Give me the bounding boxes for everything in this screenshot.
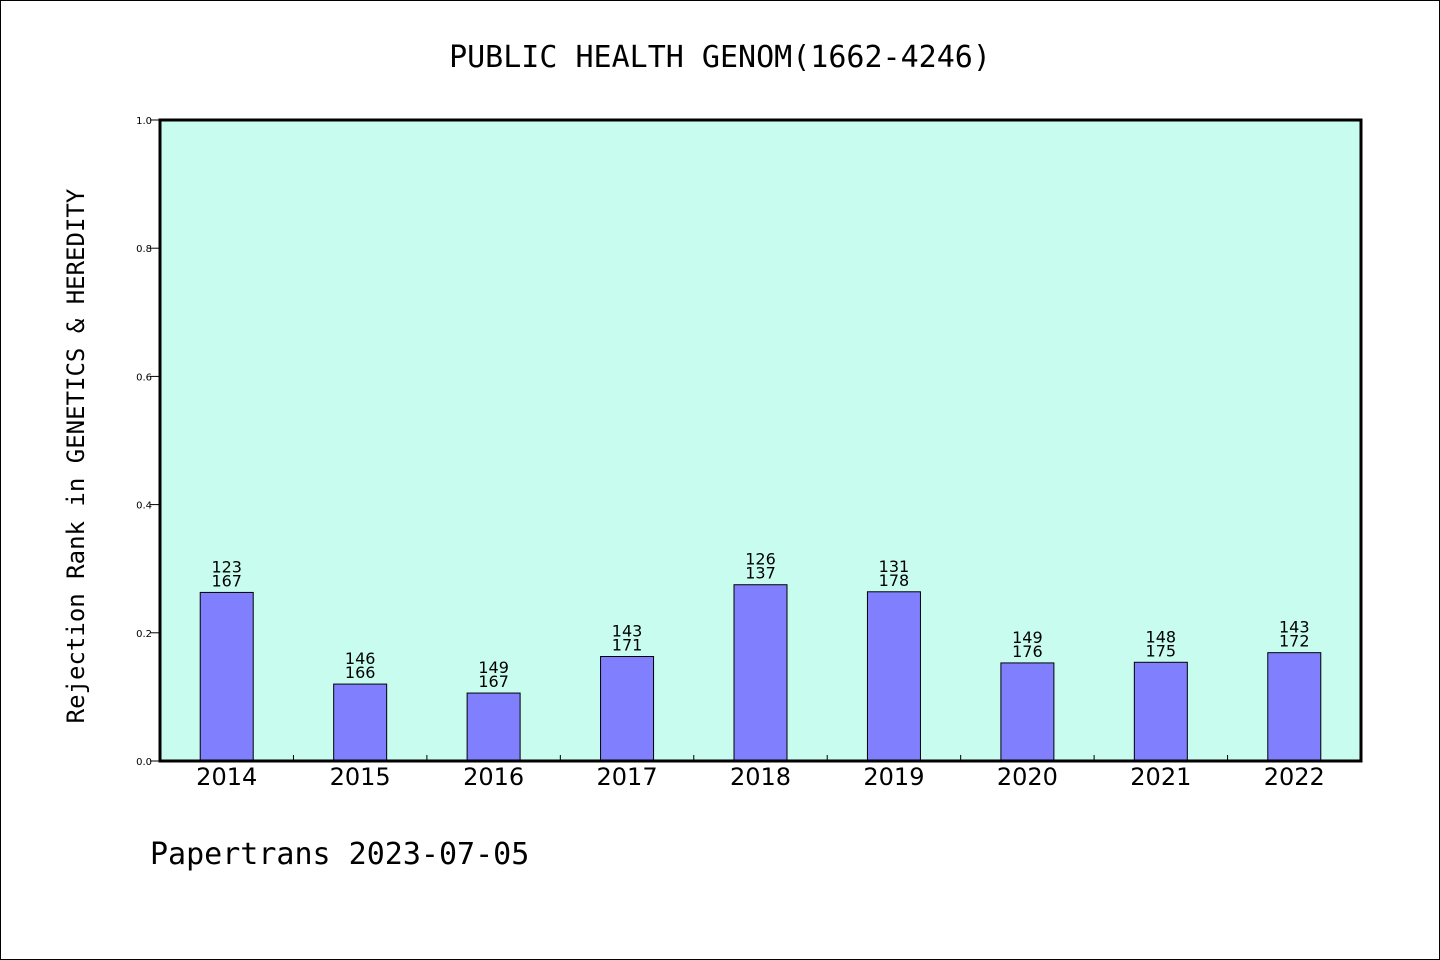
plot-border bbox=[158, 118, 1363, 763]
bar-label-top: 149 bbox=[478, 658, 509, 677]
y-tick-label: 0.6 bbox=[136, 372, 152, 383]
y-tick-label: 0.8 bbox=[136, 244, 152, 255]
x-tick-label: 2016 bbox=[463, 763, 524, 791]
x-tick-label: 2015 bbox=[330, 763, 391, 791]
x-tick-label: 2018 bbox=[730, 763, 791, 791]
bar-label-top: 143 bbox=[612, 622, 643, 641]
bar bbox=[733, 584, 788, 762]
bar bbox=[1133, 661, 1188, 762]
bar-label-bottom: 167 bbox=[211, 571, 242, 590]
y-tick-label: 0.2 bbox=[136, 629, 152, 640]
bar-label-bottom: 167 bbox=[478, 672, 509, 691]
bar-label-top: 123 bbox=[211, 557, 242, 576]
x-tick-label: 2020 bbox=[997, 763, 1058, 791]
x-tick-label: 2017 bbox=[597, 763, 658, 791]
y-tick-label: 0.0 bbox=[136, 757, 152, 768]
y-tick-label: 0.4 bbox=[136, 501, 152, 512]
bar-label-bottom: 137 bbox=[745, 564, 776, 583]
footer-text: Papertrans 2023-07-05 bbox=[150, 837, 529, 872]
y-axis: 0.0 0.2 0.4 0.6 0.8 1.0 bbox=[136, 116, 160, 768]
bar bbox=[466, 692, 521, 762]
bar-label-bottom: 176 bbox=[1012, 642, 1043, 661]
x-axis: 2014 2015 2016 2017 2018 2019 2020 2021 2022 bbox=[196, 755, 1325, 791]
bar-label-bottom: 166 bbox=[345, 663, 376, 682]
chart-title: PUBLIC HEALTH GENOM(1662-4246) bbox=[449, 40, 991, 75]
bar bbox=[199, 591, 254, 762]
bar bbox=[1000, 662, 1055, 762]
bar-label-bottom: 172 bbox=[1279, 632, 1310, 651]
bar-label-top: 131 bbox=[879, 557, 910, 576]
x-tick-label: 2022 bbox=[1264, 763, 1325, 791]
y-tick-label: 1.0 bbox=[136, 116, 152, 127]
bar-label-bottom: 171 bbox=[612, 636, 643, 655]
bar-label-top: 148 bbox=[1146, 627, 1177, 646]
bar-label-top: 146 bbox=[345, 649, 376, 668]
bar-label-top: 149 bbox=[1012, 628, 1043, 647]
bar bbox=[1267, 652, 1322, 762]
bar-label-bottom: 175 bbox=[1146, 641, 1177, 660]
bar bbox=[333, 683, 388, 762]
bar-series bbox=[199, 584, 1322, 762]
x-tick-label: 2019 bbox=[863, 763, 924, 791]
bar bbox=[600, 656, 655, 762]
x-tick-label: 2014 bbox=[196, 763, 257, 791]
y-axis-label: Rejection Rank in GENETICS & HEREDITY bbox=[62, 188, 90, 723]
bar-label-top: 126 bbox=[745, 550, 776, 569]
x-tick-label: 2021 bbox=[1130, 763, 1191, 791]
bar-label-bottom: 178 bbox=[879, 571, 910, 590]
bar bbox=[866, 591, 921, 762]
bar-label-top: 143 bbox=[1279, 618, 1310, 637]
